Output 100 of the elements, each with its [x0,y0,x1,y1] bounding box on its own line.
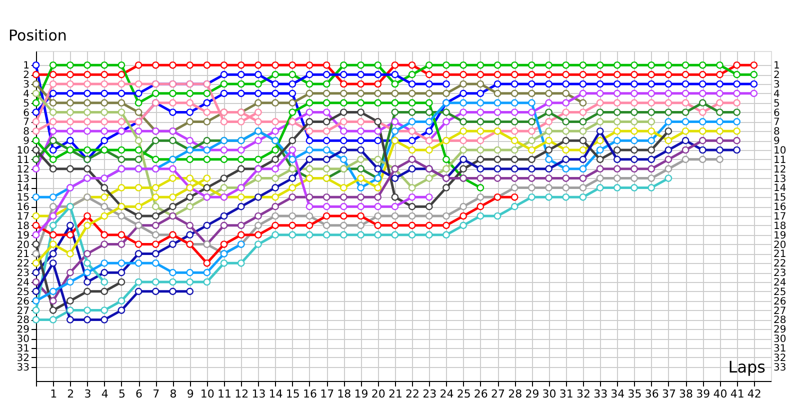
point [118,90,126,98]
point [716,70,724,78]
y-tick-label: 10 [16,146,30,156]
point [272,118,279,126]
point [322,146,330,154]
point [186,278,194,286]
point [118,99,126,107]
point [460,212,468,220]
point [134,136,142,144]
point [698,80,706,88]
point [340,146,348,154]
point [613,80,621,88]
point [118,268,126,276]
point [494,108,502,116]
point [340,118,348,126]
x-tick-label: 14 [268,388,283,400]
point [476,99,484,107]
point [169,268,176,276]
point [357,70,364,78]
point [220,184,228,192]
point [49,108,57,116]
point [425,70,433,78]
point [288,99,296,107]
point [32,127,40,135]
point [528,61,536,69]
point [272,231,279,239]
point [494,212,502,220]
point [476,146,484,154]
point [733,80,740,88]
point [357,99,364,107]
point [562,193,570,201]
point [716,146,724,154]
y-tick-label: 26 [16,296,30,308]
point [66,61,74,69]
point [306,202,314,210]
point [118,212,126,220]
point [357,212,364,220]
point [545,80,552,88]
point [425,61,433,69]
y2-tick-label: 7 [774,117,780,128]
point [562,108,570,116]
point [648,184,656,192]
point [664,80,672,88]
point [203,222,211,230]
point [562,156,570,164]
point [408,231,416,239]
y-tick-label: 15 [16,192,30,204]
point [374,184,382,192]
point [169,288,176,296]
point [562,127,570,135]
point [460,108,468,116]
point [237,118,245,126]
point [510,136,518,144]
point [152,90,160,98]
point [596,136,604,144]
point [664,90,672,98]
point [237,80,245,88]
point [664,70,672,78]
point [100,259,108,267]
point [66,136,74,144]
point [682,118,690,126]
point [272,156,279,164]
point [442,165,450,173]
point [648,80,656,88]
point [408,193,416,201]
point [698,70,706,78]
point [118,297,126,305]
point [49,165,57,173]
point [66,231,74,239]
point [545,61,552,69]
point [528,70,536,78]
point [374,99,382,107]
point [100,61,108,69]
point [716,90,724,98]
point [357,118,364,126]
point [750,90,758,98]
point [169,99,176,107]
point [288,108,296,116]
point [66,165,74,173]
y2-tick-label: 4 [774,88,780,100]
point [288,212,296,220]
point [66,99,74,107]
y-tick-label: 5 [23,98,30,110]
point [272,90,279,98]
point [460,165,468,173]
point [682,127,690,135]
point [494,156,502,164]
y-tick-label: 1 [23,60,30,72]
point [664,146,672,154]
point [664,99,672,107]
point [169,193,176,201]
point [32,268,40,276]
point [237,90,245,98]
point [306,231,314,239]
point [237,193,245,201]
point [425,99,433,107]
point [648,127,656,135]
x-tick-label: 7 [152,388,160,400]
point [100,136,108,144]
point [66,268,74,276]
